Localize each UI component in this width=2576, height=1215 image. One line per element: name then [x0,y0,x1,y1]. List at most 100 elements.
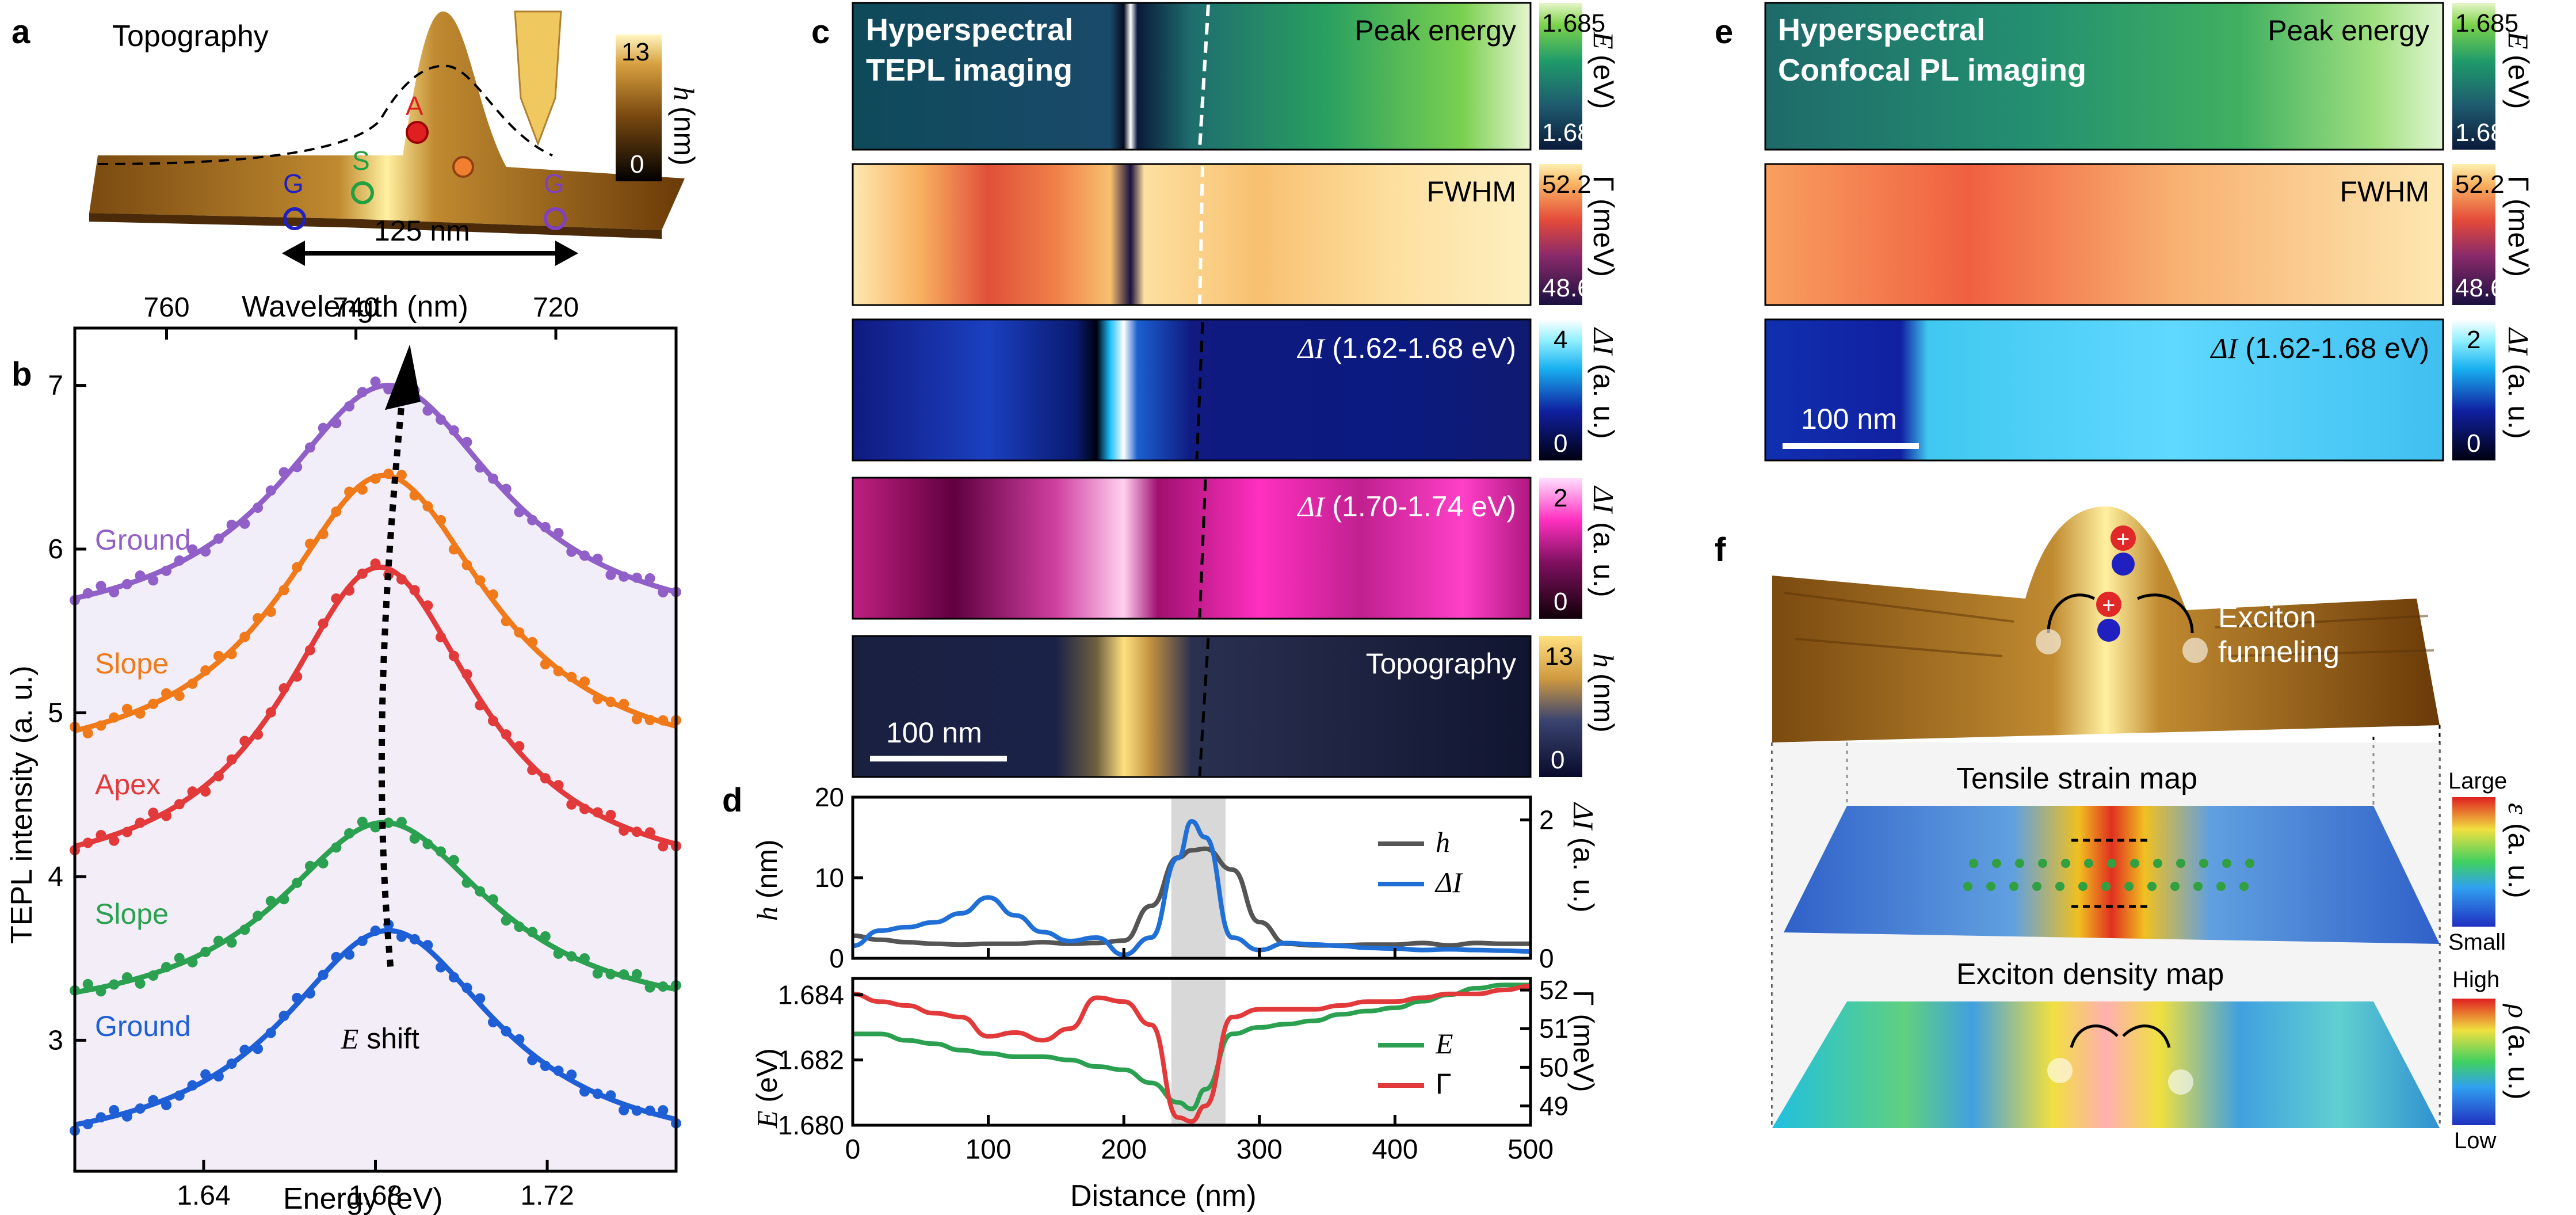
panel-a-letter: a [12,13,30,51]
cb-f1-min: Small [2448,930,2506,955]
spectrum-point-3 [422,501,433,512]
cb-e1-max: 1.685 [2455,9,2518,37]
spectrum-point-1 [200,946,211,957]
spectrum-point-1 [278,894,289,905]
density-arrow-right [2122,1024,2171,1048]
cb-c1-max: 1.685 [1542,9,1605,37]
cb-e3-unit: (a. u.) [2502,364,2535,439]
spectrum-point-2 [278,683,289,694]
spectrum-point-0 [200,1069,211,1080]
cb-e2-max: 52.2 [2455,170,2505,199]
d-di-tick-label: 0 [1539,943,1554,973]
cb-e3-min: 0 [2467,429,2480,458]
spectrum-point-3 [644,715,655,726]
panel-f-letter: f [1715,531,1726,569]
cb-c2 [1539,164,1582,305]
spectrum-point-0 [304,988,315,999]
spectrum-point-2 [148,808,159,818]
spectrum-point-0 [527,1054,538,1065]
cb-c1 [1539,3,1582,150]
panel-a-title: Topography [112,20,269,53]
spectrum-point-1 [344,828,355,839]
map-e-peak-energy [1764,2,2444,151]
colorbar-a [616,35,662,181]
spectrum-point-2 [566,799,577,810]
spectrum-point-4 [658,587,669,598]
spectrum-point-1 [265,896,276,907]
spectrum-point-2 [304,645,315,656]
c-map4-sym: ΔI [1296,490,1325,523]
spectrum-point-3 [370,473,381,484]
cb-e1-min: 1.680 [2455,119,2518,147]
spectrum-point-1 [579,953,590,964]
spectrum-point-0 [331,951,342,962]
cb-e2-unit: (meV) [2502,199,2535,277]
map-e-fwhm [1764,163,2444,306]
spectrum-point-3 [161,688,172,699]
spectrum-point-2 [370,558,381,569]
spectrum-point-3 [318,528,329,539]
density-ghost-right [2168,1069,2193,1095]
spectrum-point-4 [631,572,642,583]
cb-f2-max: High [2452,967,2499,992]
spectrum-point-0 [318,969,329,980]
scale-arrow-a-left-head [282,241,305,266]
colorbar-a-min: 0 [630,150,644,178]
d-h-tick-label: 20 [815,782,844,812]
b-y-tick-label: 5 [48,698,63,728]
spectrum-point-4 [592,553,603,564]
b-curve-label-2: Apex [95,768,161,801]
spectrum-point-2 [396,574,407,585]
spectrum-point-2 [109,835,120,846]
spectrum-point-1 [436,846,446,857]
cb-c1-sym: E [1587,31,1620,49]
d-x-tick-label: 0 [845,1134,861,1165]
spectrum-point-2 [422,600,433,611]
spectrum-point-2 [96,829,106,840]
spectrum-point-3 [135,708,146,719]
spectrum-point-3 [527,637,538,648]
spectrum-point-1 [226,937,237,948]
cb-e1 [2452,3,2495,150]
e-shift-sym: E [341,1023,359,1055]
scale-label-a: 125 nm [374,215,470,247]
c-map3-label: ΔI (1.62-1.68 eV) [1296,332,1516,364]
c-map4-label: ΔI (1.70-1.74 eV) [1296,490,1516,523]
d-e-unit: (eV) [751,1048,783,1110]
spectrum-point-0 [187,1080,198,1091]
spectrum-point-3 [331,506,342,517]
c-map1-label: Peak energy [1354,14,1516,47]
cb-c3-sym: ΔI [1587,327,1620,356]
spectrum-point-4 [213,533,224,544]
spectrum-point-0 [619,1104,629,1115]
colorbar-a-unit: (nm) [668,106,700,166]
d-line-ΔI [852,819,1531,957]
spectrum-point-1 [318,858,329,869]
d-h-sym: h [751,907,783,921]
spectrum-point-4 [475,462,486,473]
spectrum-point-4 [278,467,289,478]
colorbar-a-sym: h [668,86,700,101]
cb-c5-unit: (nm) [1587,673,1620,733]
cb-c4-sym: ΔI [1587,485,1620,514]
cb-c2-unit: (meV) [1587,199,1620,277]
d-e-tick-label: 1.680 [778,1110,844,1140]
e-title-line2: Confocal PL imaging [1778,53,2086,87]
spectrum-point-3 [631,714,642,725]
b-top-tick-label: 760 [143,292,189,323]
cb-c5-max: 13 [1545,642,1573,671]
cb-c3 [1539,319,1582,460]
map-c-fwhm [852,163,1532,306]
b-curve-label-3: Slope [95,648,169,680]
b-top-axis-title: Wavelength (nm) [242,290,468,323]
d-legend-top-label-1: ΔI [1434,866,1463,898]
d-gamma-sym: Γ [1567,990,1600,1006]
spectrum-point-2 [514,741,525,752]
cb-f1-sym: ε [2502,803,2535,814]
spectrum-point-2 [644,827,655,838]
spectrum-point-4 [148,575,159,586]
spectrum-point-4 [96,581,106,592]
d-e-sym: E [751,1110,783,1129]
d-x-tick-label: 300 [1237,1134,1283,1165]
